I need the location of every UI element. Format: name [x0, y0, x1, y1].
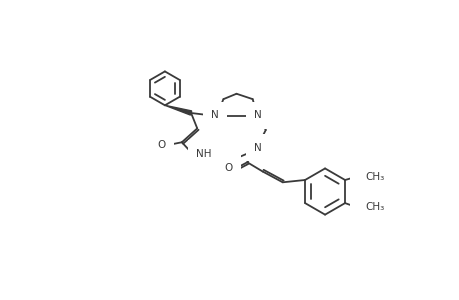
Text: O: O [224, 164, 232, 173]
Text: CH₃: CH₃ [365, 172, 384, 182]
Polygon shape [164, 105, 191, 115]
Text: O: O [358, 172, 366, 182]
Text: N: N [211, 110, 218, 120]
Text: CH₃: CH₃ [365, 202, 384, 212]
Text: O: O [358, 202, 366, 212]
Text: O: O [157, 140, 165, 150]
Text: N: N [254, 143, 261, 153]
Text: NH: NH [196, 149, 212, 159]
Text: N: N [254, 110, 261, 120]
